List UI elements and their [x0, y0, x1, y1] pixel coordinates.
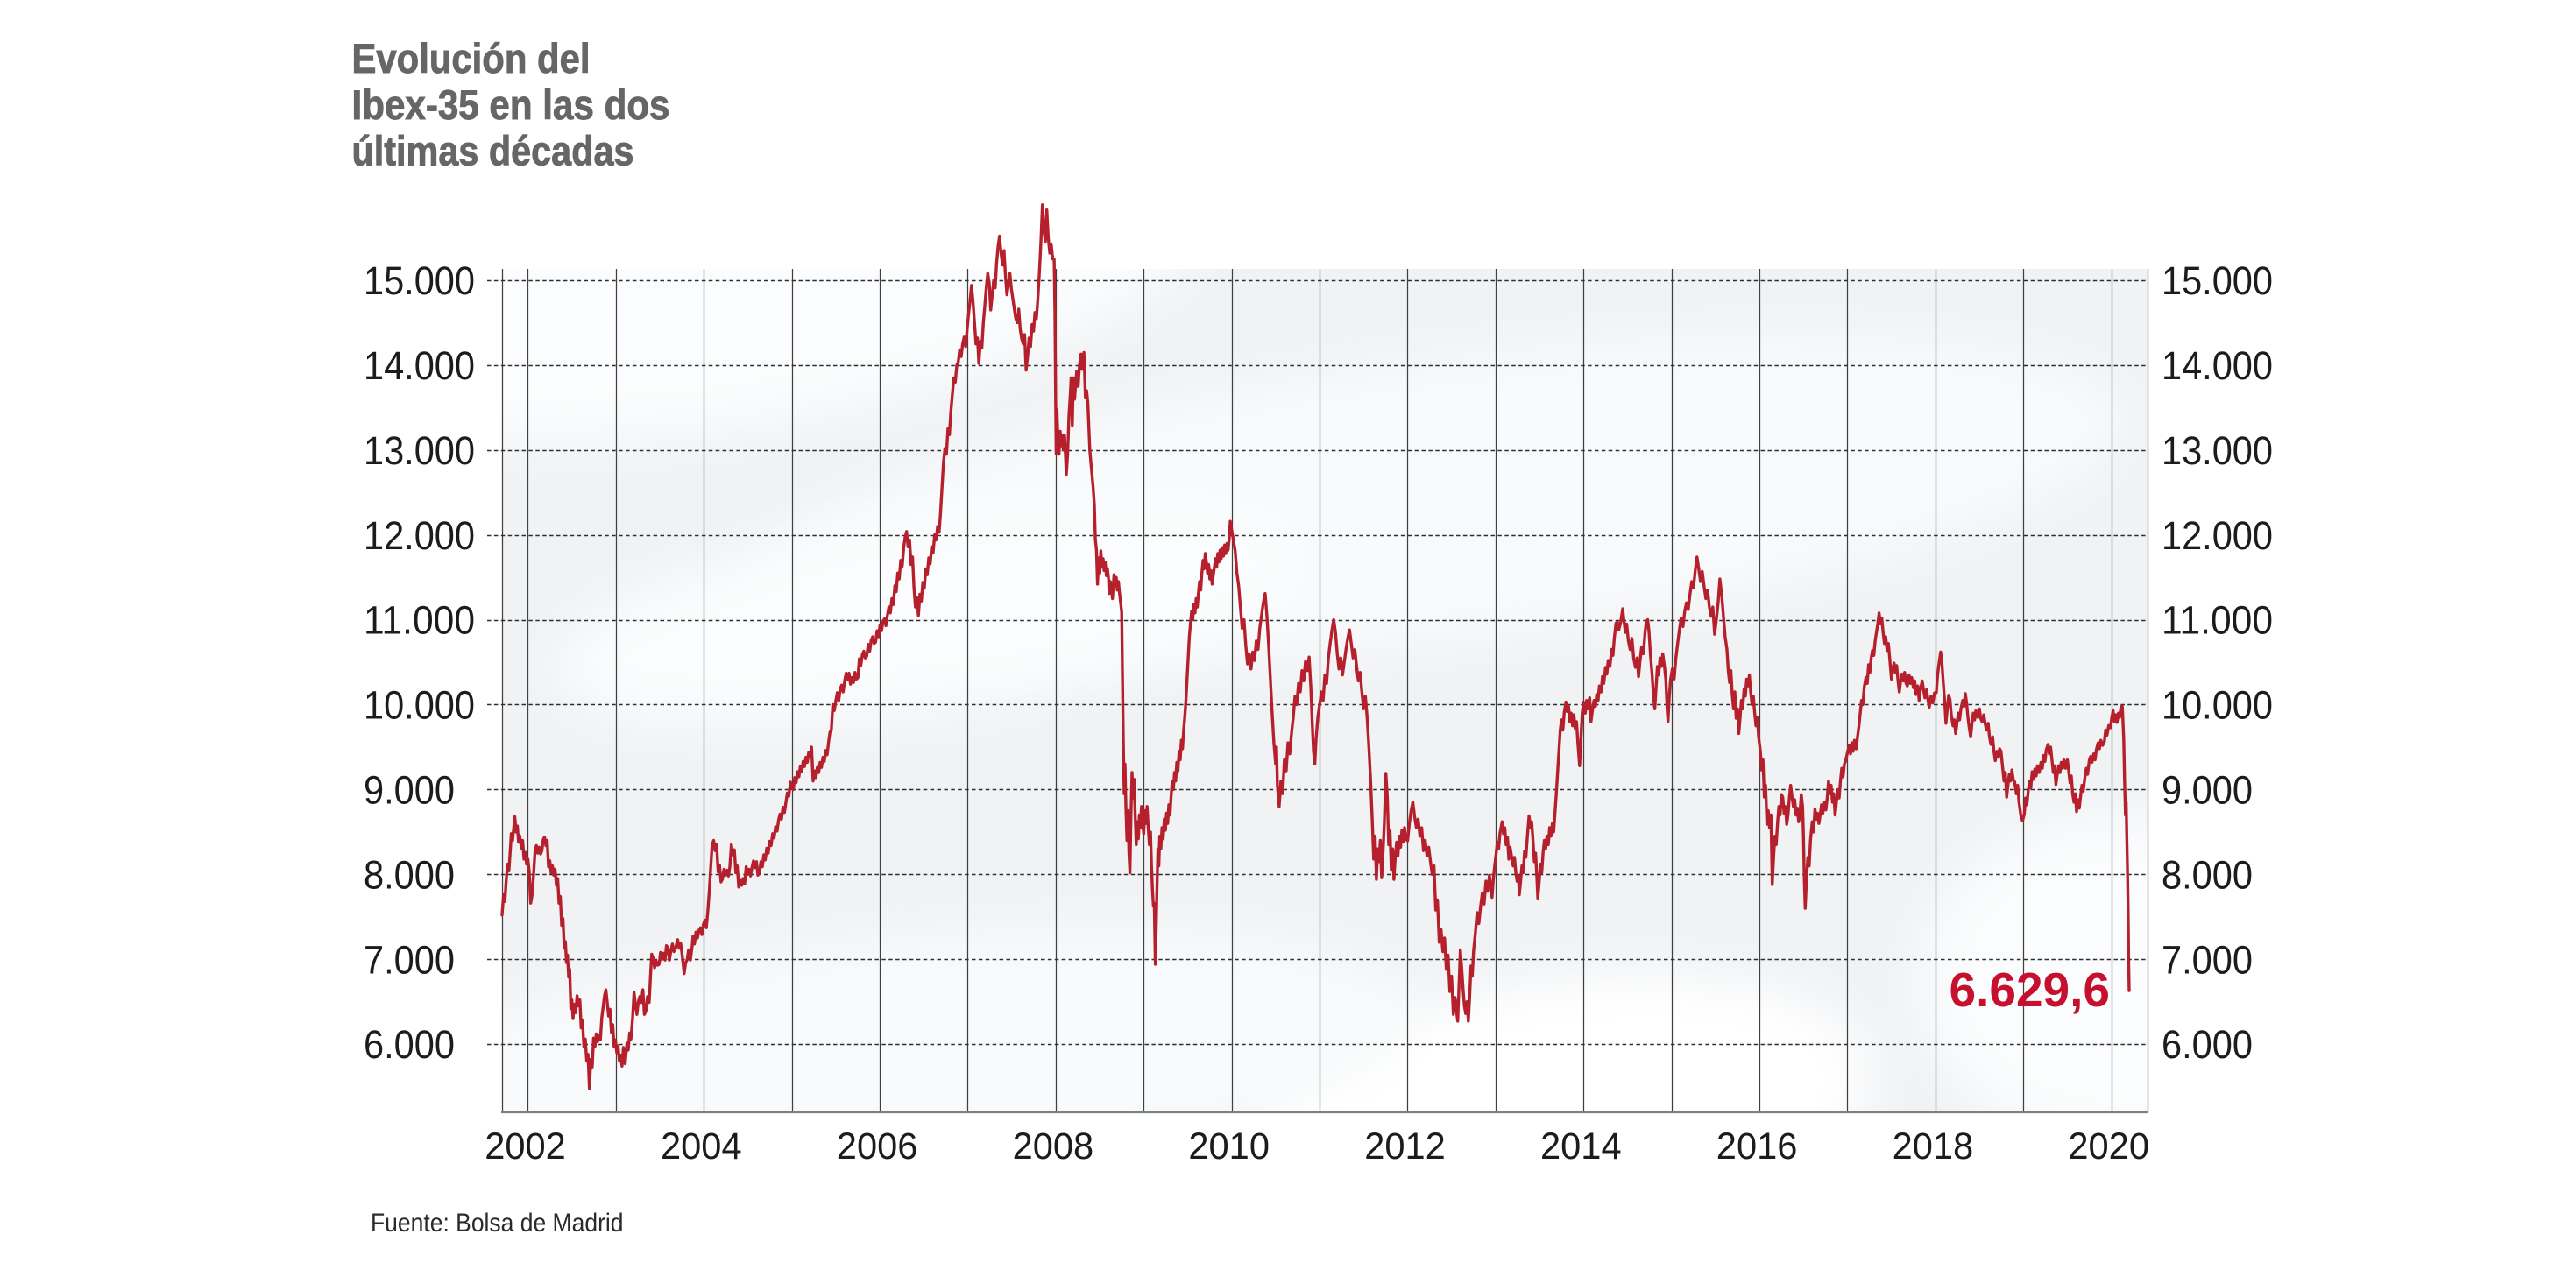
svg-text:8.000: 8.000	[364, 852, 455, 897]
svg-text:Evolución del: Evolución del	[352, 35, 591, 81]
svg-text:15.000: 15.000	[364, 258, 475, 303]
svg-text:6.629,6: 6.629,6	[1949, 963, 2110, 1017]
svg-text:8.000: 8.000	[2162, 852, 2253, 897]
svg-text:14.000: 14.000	[364, 343, 475, 388]
svg-text:11.000: 11.000	[2162, 598, 2273, 643]
svg-text:12.000: 12.000	[364, 513, 475, 558]
svg-text:2012: 2012	[1364, 1125, 1446, 1168]
svg-text:14.000: 14.000	[2162, 343, 2273, 388]
svg-text:2008: 2008	[1013, 1125, 1094, 1168]
svg-text:2004: 2004	[661, 1125, 742, 1168]
svg-text:7.000: 7.000	[364, 937, 455, 982]
svg-text:9.000: 9.000	[364, 768, 455, 813]
svg-text:13.000: 13.000	[2162, 428, 2273, 473]
svg-text:9.000: 9.000	[2162, 768, 2253, 813]
svg-text:2016: 2016	[1716, 1125, 1798, 1168]
svg-text:2014: 2014	[1540, 1125, 1622, 1168]
svg-text:10.000: 10.000	[364, 683, 475, 728]
svg-text:15.000: 15.000	[2162, 258, 2273, 303]
svg-text:2002: 2002	[485, 1125, 566, 1168]
svg-text:últimas décadas: últimas décadas	[352, 128, 634, 174]
svg-text:13.000: 13.000	[364, 428, 475, 473]
svg-text:6.000: 6.000	[2162, 1022, 2253, 1067]
svg-text:2020: 2020	[2068, 1125, 2149, 1168]
svg-text:2010: 2010	[1188, 1125, 1270, 1168]
svg-text:2006: 2006	[837, 1125, 918, 1168]
svg-text:12.000: 12.000	[2162, 513, 2273, 558]
svg-text:6.000: 6.000	[364, 1022, 455, 1067]
svg-text:10.000: 10.000	[2162, 683, 2273, 728]
svg-text:7.000: 7.000	[2162, 937, 2253, 982]
svg-text:Fuente: Bolsa de Madrid: Fuente: Bolsa de Madrid	[371, 1209, 624, 1238]
svg-text:2018: 2018	[1893, 1125, 1974, 1168]
svg-text:11.000: 11.000	[364, 598, 475, 643]
svg-text:Ibex-35 en las dos: Ibex-35 en las dos	[352, 81, 670, 128]
